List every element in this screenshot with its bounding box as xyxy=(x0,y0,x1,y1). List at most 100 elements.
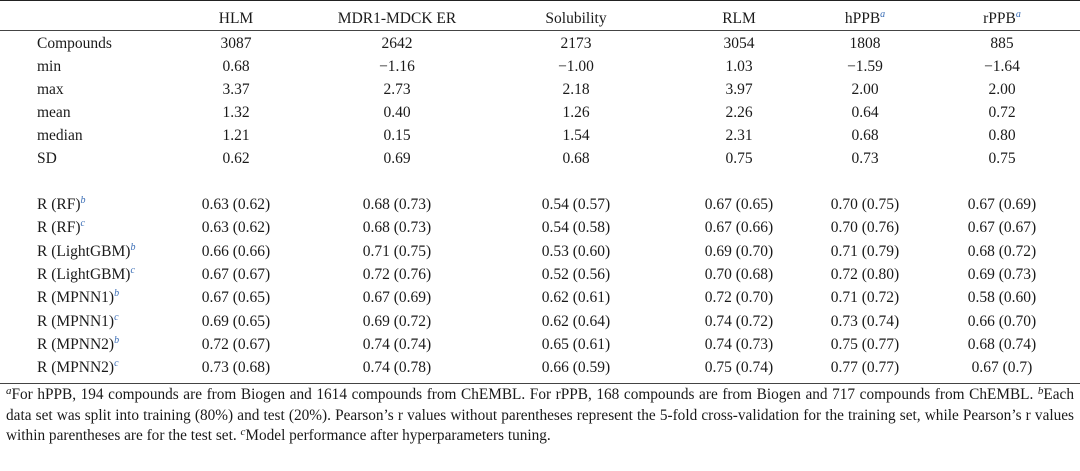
table-cell: 0.63 (0.62) xyxy=(201,219,271,237)
table-cell: 0.69 (0.72) xyxy=(362,312,432,330)
table-cell: 0.70 (0.75) xyxy=(830,196,900,213)
footnote-marker: c xyxy=(240,426,246,438)
footnote-marker: c xyxy=(80,218,85,230)
table-cell: −1.16 xyxy=(379,58,415,75)
table-cell: 0.73 (0.68) xyxy=(201,359,271,377)
table-cell: 885 xyxy=(990,35,1014,52)
table-cell: 0.75 (0.77) xyxy=(830,335,900,353)
row-label-text: mean xyxy=(37,104,71,121)
table-cell: 0.70 (0.76) xyxy=(830,219,900,237)
table-cell: 0.62 (0.64) xyxy=(541,312,611,330)
table-cell: 0.67 (0.67) xyxy=(967,219,1037,237)
table-cell: 1.32 xyxy=(222,104,250,121)
table-cell: 0.67 (0.67) xyxy=(201,265,271,283)
footnote-marker: c xyxy=(114,311,119,323)
row-label-text: Compounds xyxy=(37,35,112,52)
row-label-text: min xyxy=(37,58,62,75)
table-cell: 0.66 (0.66) xyxy=(201,242,271,260)
table-cell: 0.68 xyxy=(562,150,590,167)
table-cell: 0.54 (0.57) xyxy=(541,196,611,213)
table-cell: 0.54 (0.58) xyxy=(541,219,611,237)
table-cell: 3054 xyxy=(723,35,755,52)
table-cell: 0.80 xyxy=(988,127,1016,144)
table-cell: 0.68 (0.74) xyxy=(967,335,1037,353)
table-cell: 2.26 xyxy=(725,104,753,121)
table-cell: 0.68 xyxy=(851,127,879,144)
table-cell: 0.68 (0.73) xyxy=(362,196,432,213)
table-cell: 0.68 (0.72) xyxy=(967,242,1037,260)
row-label: R (MPNN2)c xyxy=(37,356,119,379)
row-label-text: R (MPNN2) xyxy=(37,335,115,353)
table-cell: 0.67 (0.65) xyxy=(201,289,271,307)
row-label: R (RF)c xyxy=(37,216,85,239)
table-cell: 1.21 xyxy=(222,127,250,144)
table-cell: 1.54 xyxy=(562,127,590,144)
table-cell: 0.64 xyxy=(851,104,879,121)
table-header-row: HLM MDR1-MDCK ER Solubility RLM hPPBa rPPBa xyxy=(0,7,1080,30)
row-label: mean xyxy=(37,101,71,124)
row-label: max xyxy=(37,78,64,101)
table-cell: 0.40 xyxy=(383,104,411,121)
table-cell: 1.03 xyxy=(725,58,753,75)
table-row: R (MPNN2)b 0.72 (0.67) 0.74 (0.74) 0.65 (0.… xyxy=(0,333,1080,356)
table-cell: 0.72 (0.80) xyxy=(830,265,900,283)
table-cell: 0.72 (0.67) xyxy=(201,335,271,353)
column-header: MDR1-MDCK ER xyxy=(338,7,456,30)
column-header: RLM xyxy=(722,7,756,30)
row-label-text: R (LightGBM) xyxy=(37,242,131,260)
table-cell: 0.68 (0.73) xyxy=(362,219,432,237)
table-cell: −1.00 xyxy=(558,58,594,75)
table-row: R (RF)b 0.63 (0.62) 0.68 (0.73) 0.54 (0.57)… xyxy=(0,193,1080,216)
table-row: mean 1.32 0.40 1.26 2.26 0.64 0.72 xyxy=(0,101,1080,124)
table-cell: 0.52 (0.56) xyxy=(541,265,611,283)
table-footnotes: aFor hPPB, 194 compounds are from Biogen… xyxy=(6,385,1074,447)
table-cell: 0.75 xyxy=(725,150,753,167)
table-row: Compounds 3087 2642 2173 3054 1808 885 xyxy=(0,32,1080,55)
bottom-rule xyxy=(0,383,1080,384)
table-cell: 0.62 xyxy=(222,150,250,167)
footnote-text: Model performance after hyperparameters … xyxy=(245,427,551,444)
table-cell: 0.68 xyxy=(222,58,250,75)
table-cell: 0.63 (0.62) xyxy=(201,196,271,213)
table-cell: 0.73 xyxy=(851,150,879,167)
table-cell: 0.58 (0.60) xyxy=(967,289,1037,307)
row-label-text: R (LightGBM) xyxy=(37,265,131,283)
table-cell: 0.66 (0.70) xyxy=(967,312,1037,330)
row-label: SD xyxy=(37,147,57,170)
table-cell: 3.97 xyxy=(725,81,753,98)
table-cell: −1.64 xyxy=(984,58,1020,75)
table-cell: 0.71 (0.79) xyxy=(830,242,900,260)
column-header: rPPBa xyxy=(983,7,1021,30)
column-header-text: MDR1-MDCK ER xyxy=(337,10,457,27)
table-cell: 2.00 xyxy=(851,81,879,98)
table-cell: 0.70 (0.68) xyxy=(704,265,774,283)
table-cell: 3.37 xyxy=(222,81,250,98)
footnote-marker: c xyxy=(114,358,119,370)
row-label-text: max xyxy=(37,81,64,98)
footnote-marker: a xyxy=(880,9,886,20)
row-label-text: R (MPNN1) xyxy=(37,312,115,330)
table-cell: 0.75 (0.74) xyxy=(704,359,774,377)
table-cell: 0.15 xyxy=(383,127,411,144)
table-cell: 2642 xyxy=(381,35,413,52)
table-cell: 0.74 (0.74) xyxy=(362,335,432,353)
footnote-marker: b xyxy=(114,334,120,346)
table-cell: 2.31 xyxy=(725,127,753,144)
table-cell: 0.72 (0.70) xyxy=(704,289,774,307)
footnote-marker: b xyxy=(130,241,136,253)
table-cell: 0.65 (0.61) xyxy=(541,335,611,353)
table-cell: 0.66 (0.59) xyxy=(541,359,611,377)
table-row: R (MPNN1)b 0.67 (0.65) 0.67 (0.69) 0.62 (0.… xyxy=(0,286,1080,309)
row-label: R (RF)b xyxy=(37,193,86,216)
table-cell: 1.26 xyxy=(562,104,590,121)
column-header: Solubility xyxy=(545,7,606,30)
column-header: HLM xyxy=(219,7,253,30)
row-label: R (LightGBM)c xyxy=(37,263,135,286)
row-label: Compounds xyxy=(37,32,112,55)
row-label-text: SD xyxy=(37,150,57,167)
table-cell: 2173 xyxy=(560,35,592,52)
row-label: median xyxy=(37,124,83,147)
footnote-marker: b xyxy=(114,288,120,300)
row-label: R (MPNN2)b xyxy=(37,333,119,356)
table-cell: −1.59 xyxy=(847,58,883,75)
